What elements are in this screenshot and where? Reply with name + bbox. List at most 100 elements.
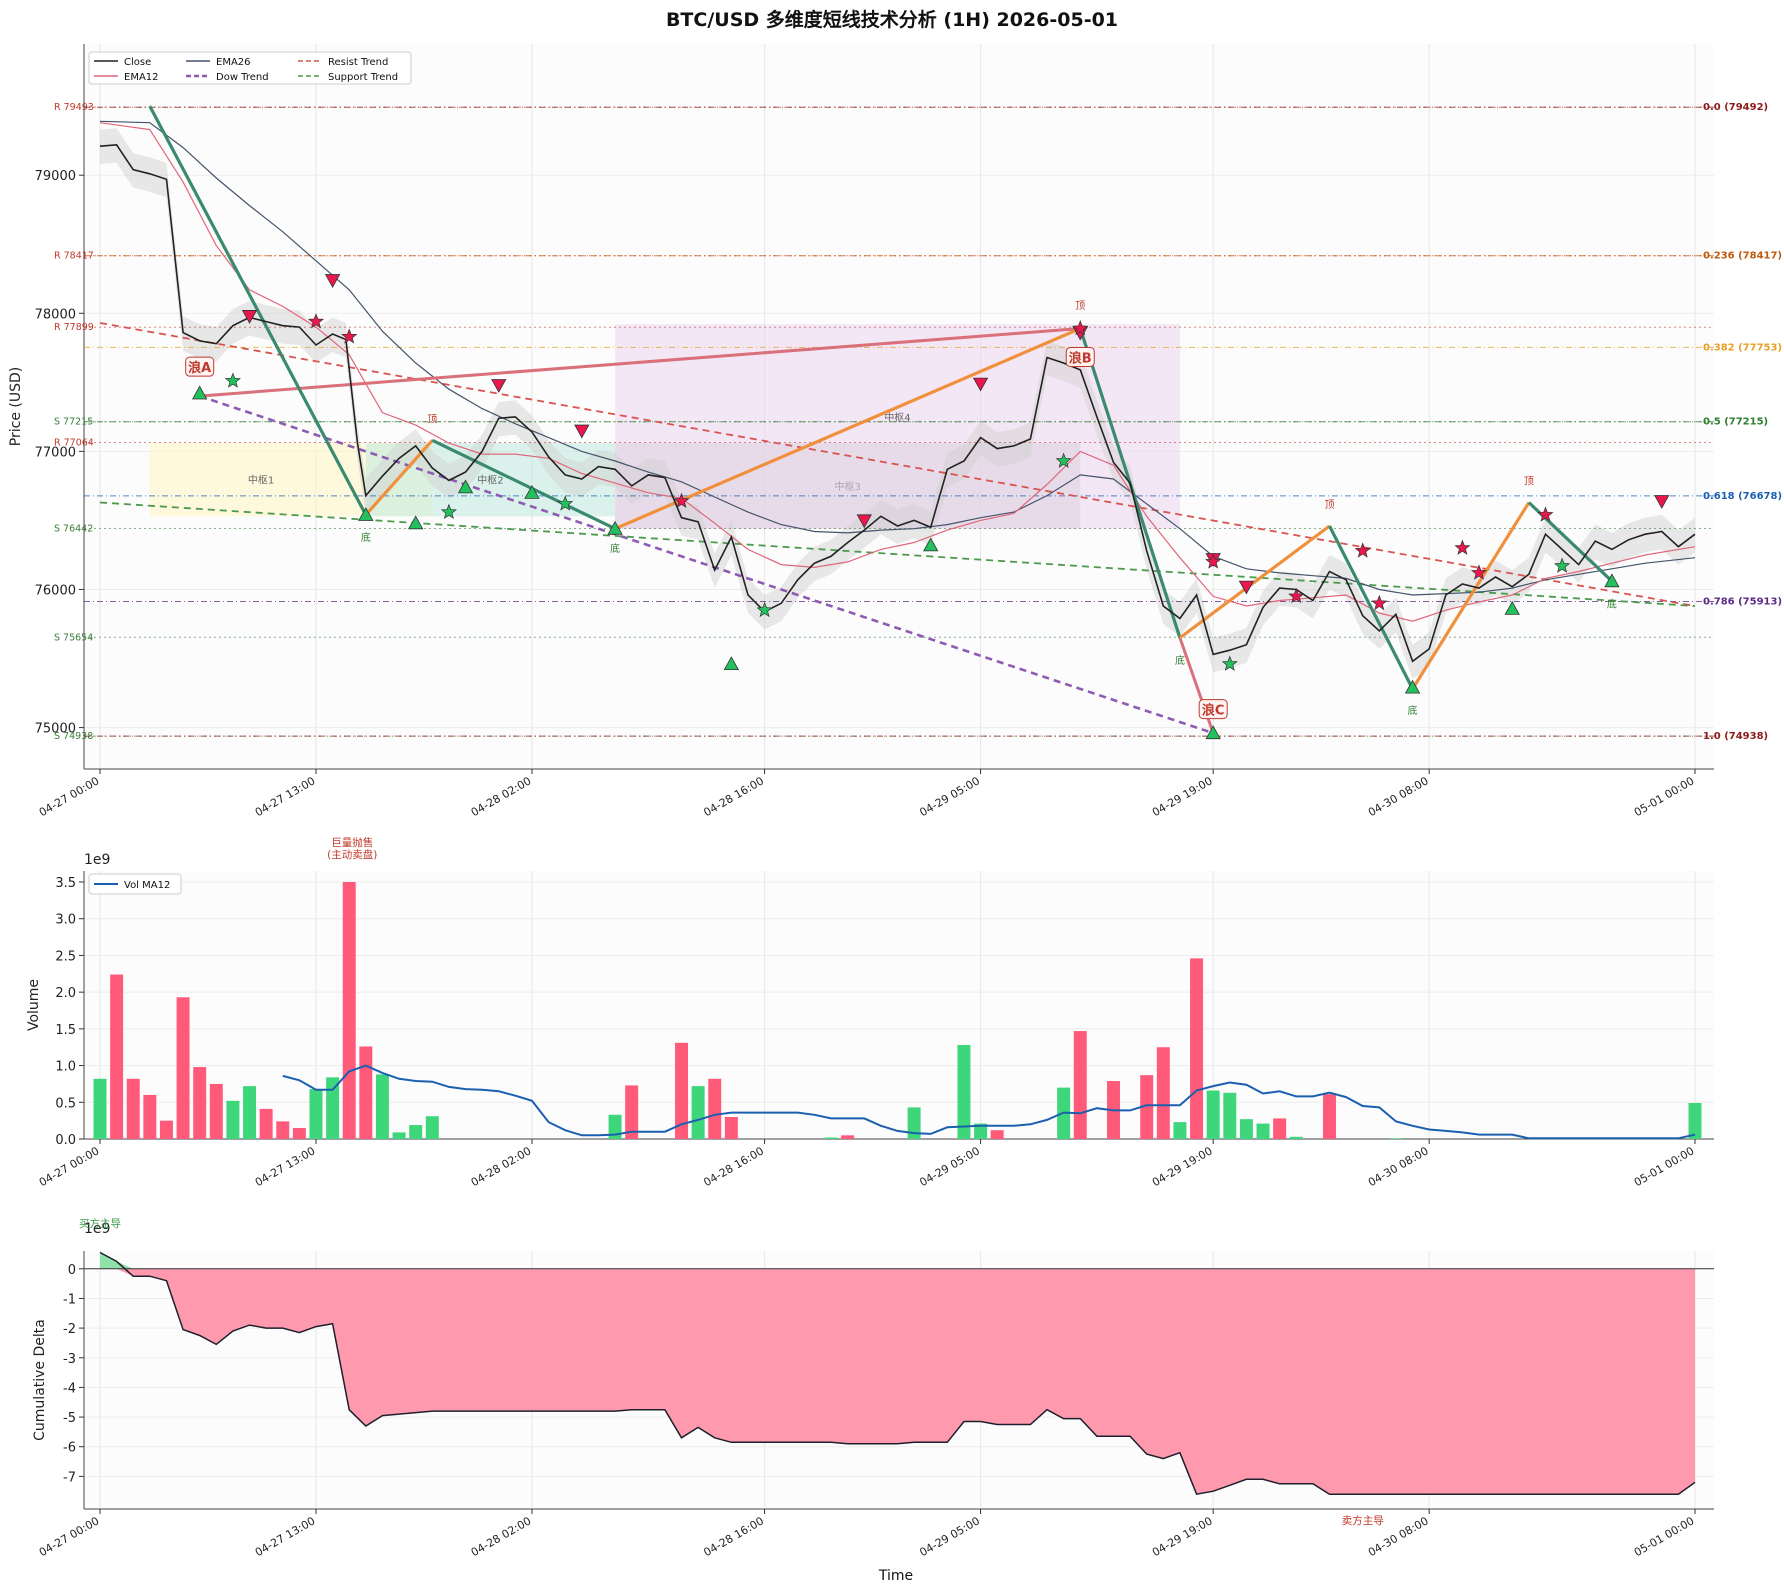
volume-bar: [276, 1121, 290, 1139]
fib-level-label: 0.618 (76678): [1703, 491, 1782, 502]
x-tick-label: 04-28 16:00: [701, 774, 766, 819]
sr-level-label: S 76442: [54, 523, 93, 534]
x-tick-label: 04-27 00:00: [37, 1144, 102, 1189]
y-tick-label: 77000: [35, 445, 76, 460]
volume-bar: [1239, 1119, 1253, 1139]
x-tick-label: 04-29 19:00: [1150, 1514, 1215, 1559]
bullish-star-marker: [224, 372, 241, 388]
buy-signal-marker: [723, 656, 740, 671]
sell-signal-marker: [491, 379, 507, 393]
y-tick-label: 2.0: [55, 986, 76, 1001]
volume-panel: 0.0 0.5 1.0 1.5 2.0 2.5 3.0 3.5 04-27 00:00 04-27…: [26, 836, 1714, 1189]
volume-bar: [1389, 1138, 1403, 1139]
wave-label: 浪A: [188, 360, 211, 376]
fib-level-label: 1.0 (74938): [1703, 731, 1768, 742]
volume-bar: [608, 1114, 622, 1139]
pivot-label: 底: [1175, 654, 1185, 667]
volume-bar: [1140, 1075, 1154, 1139]
volume-bar: [425, 1116, 439, 1139]
buy-signal-marker: [1205, 725, 1221, 740]
volume-bar: [1073, 1031, 1087, 1139]
sell-signal-marker: [241, 310, 258, 324]
x-tick-label: 04-28 16:00: [701, 1144, 766, 1189]
legend-label: EMA12: [124, 72, 159, 83]
buy-signal-marker: [457, 479, 474, 494]
y-tick-label: 79000: [35, 169, 76, 184]
volume-annotation: 巨量抛售: [331, 836, 373, 849]
volume-bar: [193, 1067, 207, 1139]
y-tick-label: 2.5: [55, 949, 76, 964]
wave-segment-line: [614, 327, 1081, 531]
legend-label: Vol MA12: [124, 880, 170, 891]
buy-signal-marker: [1404, 679, 1421, 694]
sr-level-label: S 75654: [54, 632, 93, 643]
buy-signal-marker: [607, 520, 623, 535]
volume-bar: [1223, 1092, 1237, 1139]
fib-level-label: 0.5 (77215): [1703, 417, 1768, 428]
y-multiplier-label: 1e9: [84, 852, 110, 868]
bearish-star-marker: [307, 313, 325, 329]
trend-line: [99, 322, 1696, 607]
volume-bar: [110, 974, 124, 1139]
buy-signal-marker: [407, 515, 424, 530]
volume-ma-line: [282, 1064, 1696, 1140]
pivot-label: 顶: [427, 413, 437, 425]
legend-label: Close: [124, 57, 151, 68]
x-tick-label: 04-27 13:00: [253, 774, 318, 819]
x-tick-label: 04-27 13:00: [253, 1144, 318, 1189]
y-axis-label: Cumulative Delta: [32, 1319, 48, 1441]
sell-signal-marker: [1238, 580, 1255, 595]
bearish-star-marker: [1072, 320, 1089, 336]
sell-signal-marker: [1654, 495, 1670, 509]
x-tick-label: 04-29 19:00: [1150, 774, 1215, 819]
bearish-star-marker: [1470, 564, 1488, 580]
volume-bar: [409, 1125, 423, 1139]
pivot-label: 底: [1408, 704, 1418, 717]
price-panel: 75000 76000 77000 78000 79000 04-27 00:00 04-2…: [8, 44, 1782, 819]
volume-bar: [342, 882, 356, 1139]
zone-label: 中枢2: [477, 474, 503, 487]
buy-signal-marker: [1604, 573, 1620, 588]
sr-level-label: R 77899: [54, 322, 94, 333]
x-tick-label: 04-29 19:00: [1150, 1144, 1215, 1189]
bearish-star-marker: [341, 328, 358, 344]
x-axis-label: Time: [878, 1568, 913, 1584]
cumulative-delta-panel: 0 -1 -2 -3 -4 -5 -6 -7 04-27 00:00 04-27 13:00 04-…: [32, 1217, 1714, 1559]
sr-level-label: S 74938: [54, 731, 93, 742]
cumulative-delta-line: [99, 1251, 1696, 1496]
y-axis-label: Volume: [26, 979, 42, 1031]
volume-bar: [375, 1074, 389, 1139]
bearish-star-marker: [1454, 539, 1471, 555]
wave-segment-line: [1178, 524, 1331, 640]
x-tick-label: 04-28 02:00: [469, 1144, 534, 1189]
buy-signal-marker: [358, 507, 374, 521]
close-line: [99, 143, 1696, 663]
y-tick-label: 78000: [35, 307, 76, 322]
y-tick-label: -1: [63, 1292, 76, 1307]
x-tick-label: 04-29 05:00: [917, 774, 982, 819]
sr-level-label: S 77215: [54, 417, 93, 428]
fib-level-label: 0.786 (75913): [1703, 596, 1782, 607]
fib-level-label: 0.382 (77753): [1703, 342, 1782, 353]
buy-signal-marker: [192, 385, 208, 400]
volume-bar: [359, 1046, 373, 1139]
bearish-star-marker: [1354, 542, 1371, 558]
volume-bar: [708, 1078, 722, 1139]
pivot-label: 底: [361, 531, 371, 544]
volume-bar: [159, 1120, 173, 1139]
wave-abc-line: [199, 327, 1081, 398]
legend-label: Resist Trend: [328, 57, 388, 68]
bullish-star-marker: [440, 503, 457, 520]
volume-bar: [392, 1132, 406, 1139]
y-tick-label: -6: [63, 1441, 76, 1456]
sell-signal-marker: [856, 514, 872, 529]
bullish-star-marker: [1055, 452, 1072, 468]
volume-bar: [957, 1045, 971, 1139]
y-tick-label: -4: [63, 1381, 76, 1396]
x-tick-label: 04-27 00:00: [37, 1514, 102, 1559]
consolidation-zone: [365, 443, 616, 517]
volume-bar: [675, 1042, 688, 1139]
wave-segment-line: [148, 105, 368, 516]
x-tick-label: 04-28 16:00: [701, 1514, 766, 1559]
